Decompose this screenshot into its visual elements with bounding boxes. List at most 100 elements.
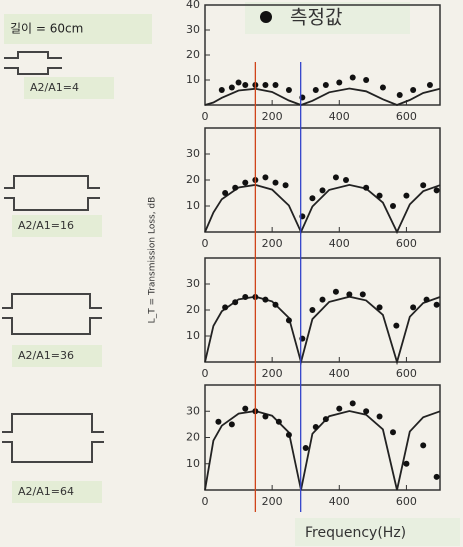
measured-point [396, 92, 403, 98]
x-tick-label: 200 [262, 495, 283, 508]
label-box [12, 481, 102, 503]
plot-frame [204, 384, 441, 491]
measured-point [376, 304, 383, 311]
measured-point [309, 307, 316, 313]
measured-point [222, 190, 229, 196]
measured-point [346, 291, 353, 298]
y-tick-label: 10 [186, 199, 200, 212]
measured-point [420, 442, 427, 449]
measured-point [262, 413, 269, 420]
x-tick-label: 400 [329, 237, 350, 250]
y-tick-label: 10 [186, 73, 200, 86]
measured-point [322, 416, 329, 423]
x-tick-label: 0 [202, 367, 209, 380]
panel-label: A2/A1=16 [18, 219, 74, 232]
measured-point [363, 408, 370, 415]
y-tick-label: 30 [186, 147, 200, 160]
x-tick-label: 0 [202, 495, 209, 508]
measured-point [410, 304, 417, 311]
y-tick-label: 10 [186, 457, 200, 470]
measured-point [379, 84, 386, 91]
measured-point [275, 418, 282, 425]
measured-point [272, 301, 279, 308]
measured-point [359, 291, 366, 298]
y-tick-label: 30 [186, 277, 200, 290]
measured-point [319, 187, 326, 194]
measured-point [322, 82, 329, 88]
measured-point [235, 79, 242, 86]
measured-point [272, 179, 279, 186]
y-tick-label: 20 [186, 48, 200, 61]
measured-point [423, 296, 430, 303]
panel-label: A2/A1=36 [18, 349, 74, 362]
measured-point [433, 301, 440, 308]
measured-point [403, 192, 410, 199]
measured-point [282, 182, 289, 189]
measured-point [349, 74, 356, 81]
panel-label: A2/A1=64 [18, 485, 74, 498]
measured-point [433, 473, 440, 480]
measured-point [312, 87, 319, 93]
pipe-diagrams [2, 51, 104, 463]
measured-point [403, 460, 410, 467]
x-tick-label: 0 [202, 237, 209, 250]
measured-point [332, 288, 339, 295]
measured-point [336, 405, 343, 412]
x-tick-label: 600 [396, 495, 417, 508]
measured-point [242, 294, 249, 300]
theory-curve [204, 183, 441, 235]
measured-point [218, 87, 225, 93]
measured-point [242, 179, 249, 186]
measured-point [393, 322, 400, 329]
measured-point [376, 413, 383, 420]
measured-point [222, 304, 229, 311]
measured-point [262, 82, 269, 88]
y-tick-label: 40 [186, 0, 200, 11]
legend-marker [260, 11, 272, 23]
length-label: 길이 = 60cm [10, 22, 83, 36]
measured-point [242, 82, 249, 88]
measured-point [349, 400, 356, 407]
label-box [4, 14, 152, 44]
theory-curve [204, 87, 441, 106]
measured-point [285, 87, 292, 93]
x-tick-label: 400 [329, 367, 350, 380]
panel-label: A2/A1=4 [30, 81, 79, 94]
label-box [24, 77, 114, 99]
measured-point [272, 82, 279, 88]
measured-point [232, 184, 239, 191]
legend-box [245, 2, 410, 34]
measured-point [390, 429, 396, 436]
measured-point [228, 421, 235, 428]
xlabel-box [295, 518, 460, 546]
measured-point [232, 299, 239, 306]
label-box [12, 215, 102, 237]
measured-point [332, 174, 339, 181]
x-tick-label: 600 [396, 237, 417, 250]
y-tick-label: 20 [186, 303, 200, 316]
x-tick-label: 600 [396, 110, 417, 123]
y-tick-label: 30 [186, 23, 200, 36]
measured-point [228, 84, 235, 91]
measured-point [336, 79, 343, 86]
label-box [12, 345, 102, 367]
x-tick-label: 600 [396, 367, 417, 380]
x-tick-label: 400 [329, 495, 350, 508]
y-tick-label: 30 [186, 404, 200, 417]
measured-point [319, 296, 326, 303]
measured-point [312, 424, 319, 430]
y-tick-label: 20 [186, 173, 200, 186]
measured-point [262, 296, 269, 303]
measured-point [363, 77, 370, 83]
measured-point [410, 87, 417, 93]
measured-point [363, 184, 370, 191]
y-tick-label: 10 [186, 329, 200, 342]
x-tick-label: 200 [262, 237, 283, 250]
theory-curve [204, 295, 441, 366]
measured-point [433, 187, 440, 194]
measured-point [242, 405, 249, 412]
measured-point [262, 174, 269, 181]
x-tick-label: 0 [202, 110, 209, 123]
x-tick-label: 200 [262, 367, 283, 380]
